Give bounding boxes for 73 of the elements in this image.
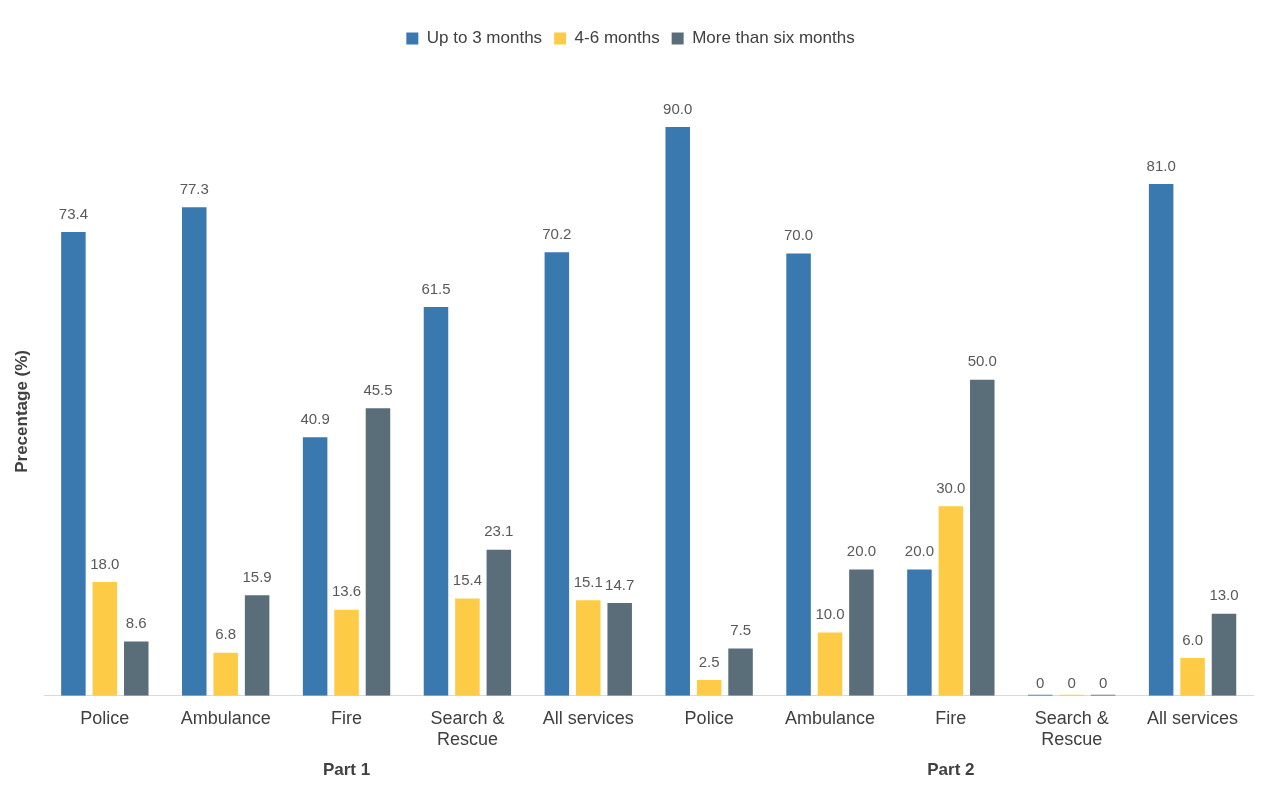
data-label: 6.8 (215, 625, 237, 643)
data-label: 73.4 (58, 204, 89, 222)
data-label: 15.1 (573, 573, 603, 591)
bar (486, 549, 512, 696)
bar (455, 598, 480, 696)
bar (61, 231, 86, 696)
data-label: 20.0 (904, 542, 935, 560)
data-label: 20.0 (846, 542, 877, 560)
data-label: 50.0 (967, 352, 997, 370)
bar (124, 641, 149, 696)
data-label: 7.5 (730, 621, 751, 639)
x-tick-label: Fire (331, 707, 363, 728)
bar (817, 632, 843, 696)
bar (607, 602, 632, 696)
data-label: 10.0 (815, 605, 845, 623)
bar (907, 569, 932, 696)
bar (302, 437, 328, 696)
x-tick-label: Ambulance (784, 707, 876, 728)
bar (423, 307, 449, 696)
bar (665, 127, 690, 696)
x-tick-label: All services (1147, 707, 1239, 728)
y-axis-title: Precentage (%) (11, 349, 31, 473)
bar (849, 569, 874, 696)
data-label: 70.0 (783, 226, 814, 244)
data-label: 81.0 (1146, 156, 1176, 174)
text: Part 1 (322, 760, 371, 779)
data-label: 23.1 (484, 522, 514, 540)
data-label: 15.9 (242, 567, 272, 585)
bar (213, 652, 238, 696)
data-label: 13.6 (331, 582, 362, 600)
bar (334, 609, 359, 696)
data-label: 90.0 (663, 99, 693, 117)
data-label: 77.3 (179, 179, 209, 197)
data-label: 0 (1098, 674, 1108, 692)
x-tick-label: Fire (935, 707, 967, 728)
bar (92, 582, 118, 696)
x-tick-label: Ambulance (180, 707, 271, 728)
bar (182, 207, 207, 696)
data-label: 45.5 (363, 380, 393, 398)
legend-label: Up to 3 months (426, 28, 543, 48)
x-tick-label: Search & Rescue (430, 707, 505, 750)
data-label: 18.0 (90, 554, 120, 572)
x-tick-label: Search & Rescue (1034, 707, 1109, 750)
data-label: 0 (1036, 674, 1045, 692)
bar (1148, 183, 1174, 696)
bar (576, 600, 601, 696)
bar (544, 252, 570, 696)
data-label: 2.5 (698, 652, 720, 670)
data-label: 30.0 (936, 478, 966, 496)
data-label: 8.6 (125, 614, 147, 632)
data-label: 61.5 (421, 279, 451, 297)
legend-label: More than six months (692, 28, 855, 48)
data-label: 15.4 (452, 571, 483, 589)
data-label: 6.0 (1182, 630, 1203, 648)
bar (1180, 657, 1205, 696)
data-label: 40.9 (300, 409, 330, 427)
bar (365, 408, 391, 696)
data-label: 14.7 (605, 575, 635, 593)
x-tick-label: Police (684, 707, 734, 728)
bar (786, 253, 811, 696)
x-tick-label: Police (80, 707, 130, 728)
bar (1211, 613, 1237, 696)
bar (938, 506, 964, 696)
text: Part 2 (927, 760, 975, 779)
data-label: 70.2 (542, 224, 572, 242)
bar (728, 648, 753, 696)
data-label: 13.0 (1209, 586, 1239, 604)
bar (970, 379, 995, 696)
legend-label: 4-6 months (574, 28, 660, 48)
bar (696, 680, 722, 696)
data-label: 0 (1067, 674, 1076, 692)
bar (244, 595, 270, 696)
x-tick-label: All services (542, 707, 634, 728)
